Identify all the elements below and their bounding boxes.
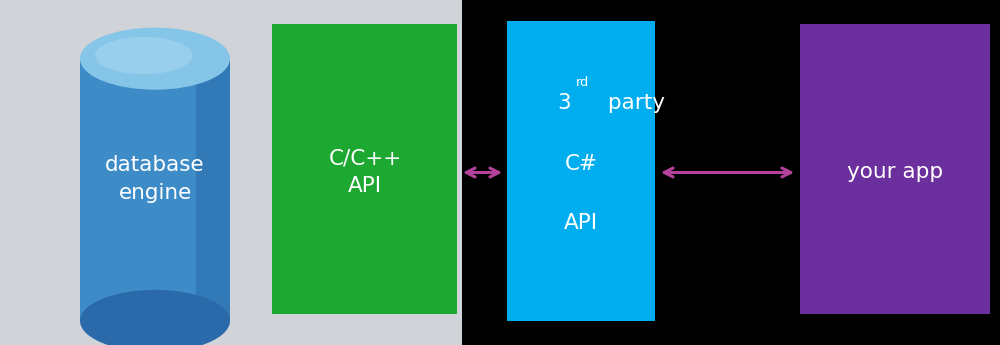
Bar	[800, 24, 990, 314]
Text: API: API	[564, 213, 598, 233]
Text: database
engine: database engine	[105, 155, 205, 204]
Text: 3: 3	[557, 93, 571, 113]
Bar	[272, 24, 457, 314]
Bar	[80, 59, 230, 321]
Text: your app: your app	[847, 162, 943, 183]
Text: party: party	[601, 93, 665, 113]
Text: C#: C#	[564, 154, 598, 174]
Bar	[196, 59, 230, 321]
Text: C/C++
API: C/C++ API	[328, 148, 402, 197]
Ellipse shape	[80, 28, 230, 90]
Ellipse shape	[80, 290, 230, 345]
Bar	[0, 0, 462, 345]
Bar	[507, 21, 655, 321]
Ellipse shape	[95, 37, 192, 74]
Text: rd: rd	[576, 76, 589, 89]
